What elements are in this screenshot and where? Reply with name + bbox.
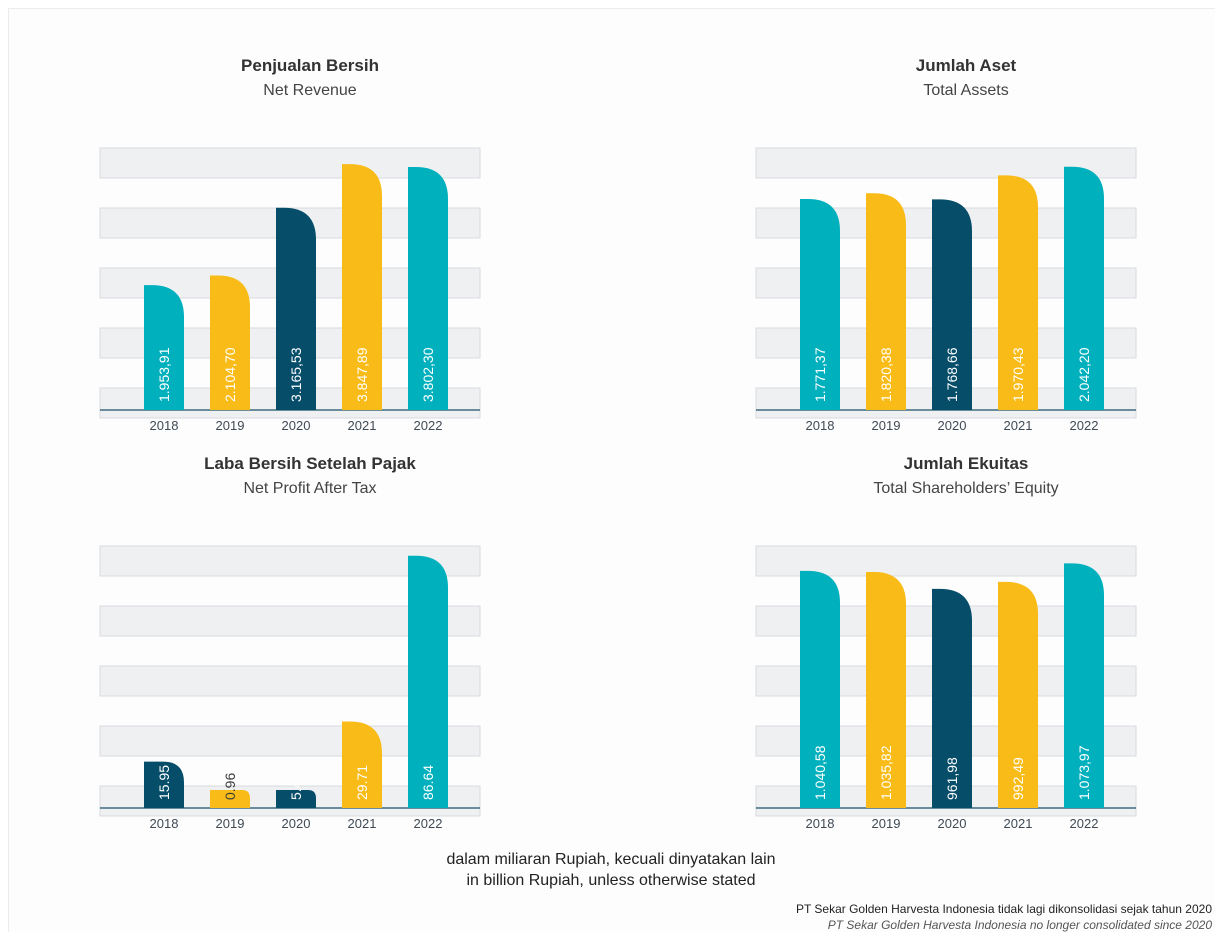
x-tick-label: 2021 [348,816,377,831]
x-tick-label: 2019 [872,418,901,433]
chart-subtitle: Net Profit After Tax [243,480,377,497]
net-revenue-chart: 1.953,91 2018 2.104,70 2019 3.165,53 2020 3.84… [99,147,481,433]
x-tick-label: 2018 [150,816,179,831]
bar [866,193,906,410]
bar [408,555,448,808]
x-tick-label: 2018 [150,418,179,433]
x-tick-label: 2020 [282,816,311,831]
bar-value-label: 1.073,97 [1076,745,1092,800]
bar [998,581,1038,808]
consolidation-note-id: PT Sekar Golden Harvesta Indonesia tidak… [795,902,1212,916]
x-tick-label: 2018 [806,816,835,831]
bar-value-label: 1.035,82 [878,745,894,800]
bar-value-label: 1.953,91 [156,347,172,402]
bar [342,164,382,410]
bar-value-label: 5.42 [288,773,304,800]
bar-value-label: 2.042,20 [1076,347,1092,402]
net-profit-chart: 15.95 2018 0.96 2019 5.42 2020 29.71 2021 86.64 2… [99,545,481,831]
bar-value-label: 1.970,43 [1010,347,1026,402]
total-equity-chart: 1.040,58 2018 1.035,82 2019 961,98 2020 992,49… [755,545,1137,831]
bar-value-label: 3.802,30 [420,347,436,402]
bar [1064,563,1104,808]
bar [932,199,972,410]
bar-value-label: 86.64 [420,765,436,800]
x-tick-label: 2021 [348,418,377,433]
bar [408,167,448,410]
total-assets-panel: Jumlah Aset Total Assets 1.771,37 2018 1.8… [736,50,1196,440]
grid-band [755,545,1137,577]
chart-title: Jumlah Ekuitas [903,454,1029,473]
bar [144,285,184,410]
bar-value-label: 1.771,37 [812,347,828,402]
bar [866,572,906,808]
bar-value-label: 1.768,66 [944,347,960,402]
chart-title: Laba Bersih Setelah Pajak [204,454,416,473]
unit-note-id: dalam miliaran Rupiah, kecuali dinyataka… [446,851,776,868]
x-tick-label: 2019 [872,816,901,831]
x-tick-label: 2018 [806,418,835,433]
bar-value-label: 3.165,53 [288,347,304,402]
x-tick-label: 2022 [414,816,443,831]
x-tick-label: 2020 [938,816,967,831]
net-profit-panel: Laba Bersih Setelah Pajak Net Profit Aft… [80,448,540,838]
bar-value-label: 0.96 [222,773,238,800]
x-tick-label: 2021 [1004,816,1033,831]
bar-value-label: 29.71 [354,765,370,800]
bar [144,761,184,808]
bar-value-label: 3.847,89 [354,347,370,402]
bar-value-label: 1.820,38 [878,347,894,402]
bar [210,790,250,808]
x-tick-label: 2022 [1070,418,1099,433]
bar [800,199,840,410]
chart-title: Penjualan Bersih [241,56,379,75]
x-tick-label: 2019 [216,816,245,831]
total-equity-panel: Jumlah Ekuitas Total Shareholders’ Equit… [736,448,1196,838]
bar-value-label: 961,98 [944,757,960,800]
bar-value-label: 992,49 [1010,757,1026,800]
chart-title: Jumlah Aset [915,56,1017,75]
net-revenue-panel: Penjualan Bersih Net Revenue 1.953,91 201… [80,50,540,440]
chart-subtitle: Net Revenue [263,82,357,99]
bar-value-label: 1.040,58 [812,745,828,800]
bar [998,175,1038,410]
chart-subtitle: Total Shareholders’ Equity [873,480,1059,497]
x-tick-label: 2021 [1004,418,1033,433]
chart-subtitle: Total Assets [923,82,1009,99]
x-tick-label: 2022 [414,418,443,433]
bar-value-label: 15.95 [156,765,172,800]
x-tick-label: 2020 [282,418,311,433]
x-tick-label: 2022 [1070,816,1099,831]
bar [932,588,972,808]
bar [210,275,250,410]
consolidation-note-en: PT Sekar Golden Harvesta Indonesia no lo… [827,918,1212,932]
bar [1064,166,1104,410]
bar [342,721,382,808]
bar [800,570,840,808]
bar [276,207,316,410]
bar [276,790,316,808]
bar-value-label: 2.104,70 [222,347,238,402]
x-tick-label: 2019 [216,418,245,433]
x-tick-label: 2020 [938,418,967,433]
unit-note-en: in billion Rupiah, unless otherwise stat… [466,872,756,889]
total-assets-chart: 1.771,37 2018 1.820,38 2019 1.768,66 2020 1.97… [755,147,1137,433]
